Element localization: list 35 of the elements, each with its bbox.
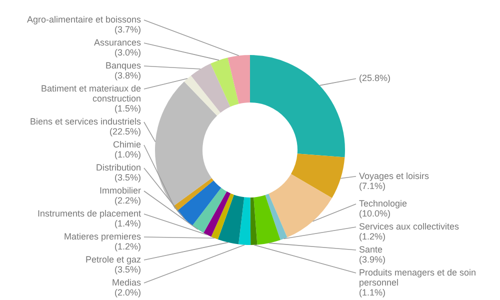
slice-label: Services aux collectivites: [359, 221, 460, 232]
data-label: (1.2%): [114, 241, 141, 252]
slice-label: Distribution: [96, 162, 141, 172]
data-label: (1.0%): [114, 149, 141, 160]
slice-label: Chimie: [112, 139, 141, 150]
slice-label: Voyages et loisirs: [359, 170, 430, 181]
data-label: (3.0%): [114, 47, 141, 58]
slice-label: Batiment et materiaux de construction: [40, 83, 141, 104]
data-label: (7.1%): [359, 180, 386, 191]
data-label: (22.5%): [109, 126, 141, 136]
slice-label: Petrole et gaz: [85, 254, 142, 264]
data-label: (10.0%): [359, 208, 391, 218]
slice-label: Assurances: [94, 37, 142, 48]
data-label: (3.7%): [114, 24, 141, 34]
data-label: (3.5%): [114, 172, 141, 182]
slice-label: Sante: [359, 244, 383, 254]
data-label: (3.8%): [114, 70, 141, 80]
data-label: (2.0%): [114, 287, 141, 298]
data-label: (3.9%): [359, 254, 386, 264]
slice-label: Instruments de placement: [37, 208, 142, 218]
data-label: (2.2%): [114, 195, 141, 206]
data-label: (1.4%): [114, 218, 141, 228]
data-label: (25.8%): [359, 73, 391, 84]
slice-label: Medias: [112, 277, 142, 288]
slice-label: Agro-alimentaire et boissons: [26, 14, 142, 24]
slice-label: Matieres premieres: [64, 231, 142, 242]
slice-label: Technologie: [359, 198, 408, 208]
data-label: (1.2%): [359, 231, 386, 242]
slice-label: Biens et services industriels: [30, 116, 142, 126]
data-label: (1.1%): [359, 287, 386, 298]
data-label: (1.5%): [114, 103, 141, 114]
slice-label: Produits menagers et de soin personnel: [359, 267, 476, 288]
slice-label: Immobilier: [99, 185, 141, 196]
data-label: (3.5%): [114, 264, 141, 274]
slice-label: Banques: [105, 60, 142, 70]
